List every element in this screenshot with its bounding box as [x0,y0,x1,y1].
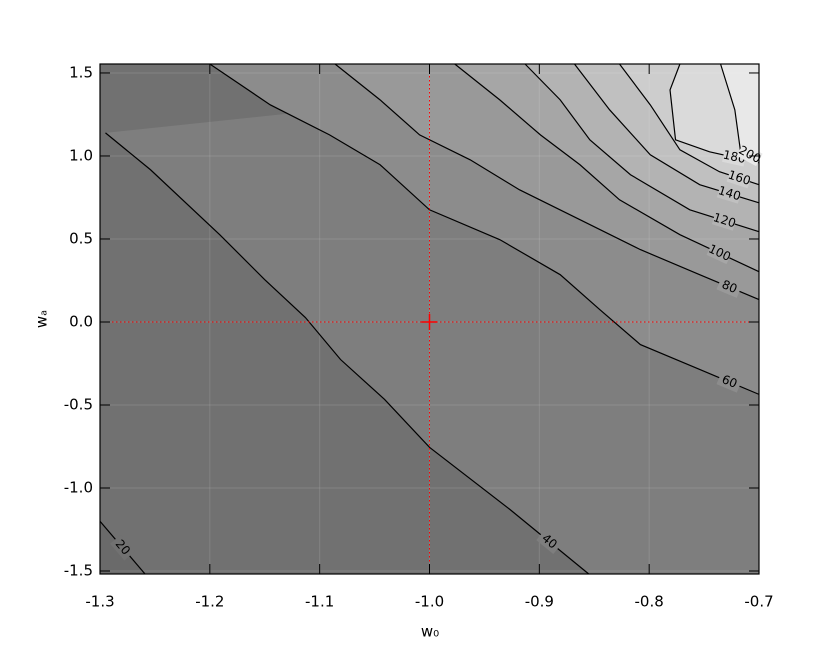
contour-label-bg [711,210,738,231]
y-tick-label: -0.5 [64,395,93,413]
x-tick-label: -0.7 [744,593,773,611]
contour-label: 80 [720,277,740,296]
x-axis-label: w₀ [421,623,439,641]
contour-label-bg [716,183,742,204]
contour-label-bg [726,168,752,189]
contour-line [209,63,760,395]
contour-label-group: 160 [726,168,752,189]
contour-line [334,63,760,301]
contour-label-bg [716,371,743,393]
contour-label-group: 140 [716,183,742,204]
y-tick-label: 0.0 [69,312,93,330]
contour-label: 140 [716,183,742,203]
contour-line [105,132,590,575]
contour-label-bg [110,534,135,561]
contour-label-group: 20 [110,534,135,561]
y-tick-label: 0.5 [69,229,93,247]
contour-label-bg [706,242,733,265]
contour-line [454,63,760,273]
contour-label-group: 80 [716,276,743,298]
y-tick-label: 1.5 [69,63,93,81]
contour-label: 60 [720,372,740,391]
x-tick-label: -1.1 [305,593,334,611]
contour-label-group: 40 [536,529,563,555]
x-tick-label: -1.2 [195,593,224,611]
x-tick-label: -0.8 [635,593,664,611]
y-axis-label: wₐ [33,310,51,328]
contour-line [524,63,760,233]
contour-fill [720,64,759,160]
contour-label-bg [736,143,763,167]
contour-label-group: 120 [711,210,738,231]
contour-label: 160 [726,168,752,188]
contour-label-group: 60 [716,371,743,393]
x-tick-label: -1.0 [415,593,444,611]
contour-label-bg [536,529,563,555]
contour-label: 120 [712,210,738,230]
y-tick-label: -1.0 [64,479,93,497]
y-tick-label: -1.5 [64,562,93,580]
y-tick-label: 1.0 [69,146,93,164]
reference-marker [421,313,438,330]
x-tick-label: -0.9 [525,593,554,611]
x-tick-label: -1.3 [85,593,114,611]
contour-label-bg [716,276,743,298]
